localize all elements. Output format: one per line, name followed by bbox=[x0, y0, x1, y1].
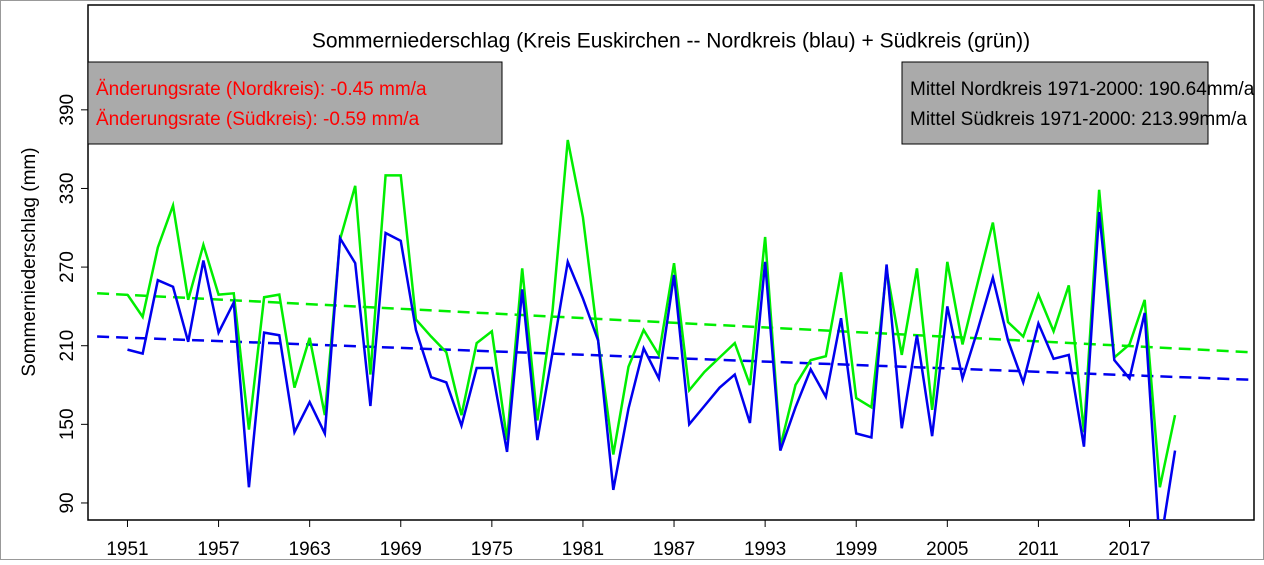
y-tick-label: 210 bbox=[57, 330, 78, 362]
x-tick-label: 1963 bbox=[289, 539, 331, 560]
annotation: Mittel Nordkreis 1971-2000: 190.64mm/a bbox=[910, 79, 1255, 100]
x-tick-label: 2017 bbox=[1108, 539, 1150, 560]
x-tick-label: 1951 bbox=[106, 539, 148, 560]
annotation: Mittel Südkreis 1971-2000: 213.99mm/a bbox=[910, 109, 1247, 130]
mean-box bbox=[901, 61, 1209, 145]
annotation: Änderungsrate (Nordkreis): -0.45 mm/a bbox=[96, 79, 427, 100]
y-tick-label: 330 bbox=[57, 173, 78, 205]
y-tick-label: 390 bbox=[57, 94, 78, 126]
rate-box bbox=[87, 61, 503, 145]
x-tick-label: 1969 bbox=[380, 539, 422, 560]
y-tick-label: 270 bbox=[57, 251, 78, 283]
x-tick-label: 1957 bbox=[197, 539, 239, 560]
x-tick-label: 2011 bbox=[1018, 539, 1059, 560]
x-tick-label: 1999 bbox=[835, 539, 877, 560]
plot-lines bbox=[97, 139, 1252, 520]
x-tick-label: 1981 bbox=[562, 539, 604, 560]
trend-line bbox=[97, 335, 1252, 382]
x-tick-label: 2005 bbox=[926, 539, 968, 560]
x-tick-label: 1993 bbox=[744, 539, 786, 560]
chart-title: Sommerniederschlag (Kreis Euskirchen -- … bbox=[312, 30, 1030, 53]
series-line bbox=[126, 139, 1177, 488]
y-tick-label: 150 bbox=[57, 408, 78, 440]
series-line bbox=[127, 211, 1177, 520]
trend-line bbox=[97, 292, 1252, 354]
x-tick-label: 1975 bbox=[471, 539, 513, 560]
x-tick-label: 1987 bbox=[653, 539, 695, 560]
annotation: Änderungsrate (Südkreis): -0.59 mm/a bbox=[96, 109, 420, 130]
plot-box bbox=[87, 4, 1255, 521]
y-axis-label: Sommerniederschlag (mm) bbox=[19, 147, 40, 376]
y-tick-label: 90 bbox=[57, 492, 78, 513]
